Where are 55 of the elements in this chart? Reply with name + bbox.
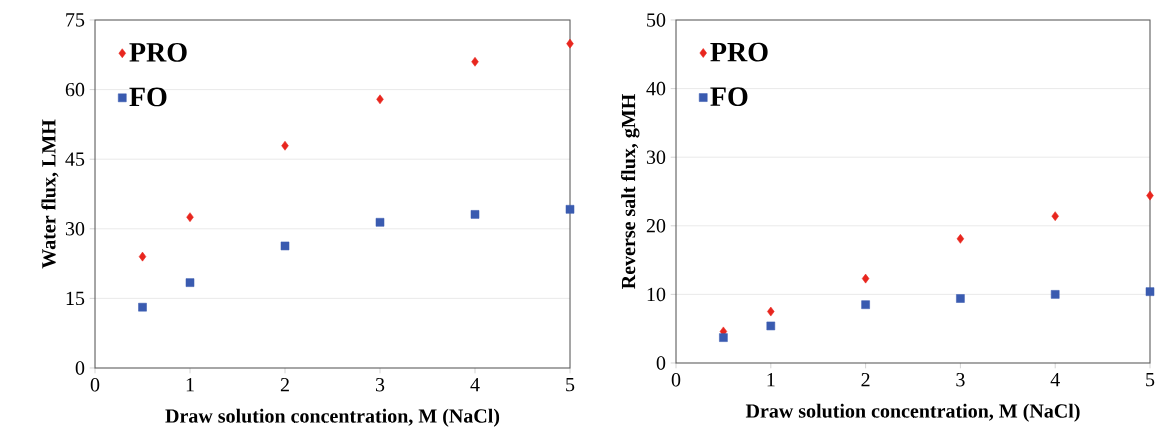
- point: [719, 333, 728, 342]
- point: [566, 38, 574, 49]
- y-tick-label: 75: [66, 13, 85, 27]
- y-tick-label: 10: [647, 287, 666, 302]
- y-tick-label: 50: [647, 13, 666, 27]
- point: [185, 278, 195, 287]
- x-tick-label: 1: [186, 378, 194, 392]
- point: [471, 56, 479, 67]
- y-axis-title: Water flux, LMH: [41, 119, 59, 269]
- x-tick-label: 4: [470, 378, 480, 392]
- point: [138, 251, 147, 262]
- y-tick-label: 0: [75, 361, 85, 375]
- x-tick-label: 4: [1050, 373, 1060, 387]
- x-tick-label: 3: [375, 378, 385, 392]
- x-tick-label: 2: [861, 373, 870, 387]
- x-axis-title: Draw solution concentration, M (NaCl): [745, 403, 1080, 422]
- legend-label: FO: [710, 87, 748, 107]
- point: [766, 321, 776, 331]
- point: [1145, 287, 1155, 296]
- point: [861, 300, 870, 309]
- y-axis-title: Reverse salt flux, gMH: [620, 94, 640, 289]
- x-tick-label: 0: [90, 378, 100, 392]
- point: [1051, 211, 1059, 221]
- point: [861, 273, 870, 284]
- point: [1050, 290, 1060, 299]
- y-tick-label: 40: [646, 81, 666, 96]
- point: [470, 210, 480, 219]
- point: [956, 294, 965, 303]
- point: [186, 212, 194, 222]
- point: [376, 94, 384, 105]
- point: [281, 140, 289, 151]
- x-tick-label: 5: [1146, 373, 1155, 387]
- legend-label: PRO: [129, 42, 187, 62]
- point: [565, 205, 575, 214]
- legend-label: FO: [129, 87, 167, 107]
- x-tick-label: 3: [956, 373, 965, 387]
- point: [767, 306, 775, 317]
- point: [1146, 190, 1154, 201]
- y-tick-label: 15: [66, 291, 85, 306]
- x-tick-label: 2: [280, 378, 289, 392]
- y-tick-label: 0: [656, 356, 666, 370]
- point: [138, 302, 147, 312]
- point: [375, 218, 385, 227]
- x-tick-label: 5: [566, 378, 575, 392]
- y-tick-label: 20: [646, 219, 666, 233]
- y-tick-label: 45: [65, 152, 85, 166]
- y-tick-label: 60: [65, 82, 85, 97]
- y-tick-label: 30: [65, 222, 85, 236]
- y-tick-label: 30: [646, 150, 666, 164]
- legend-label: PRO: [710, 42, 768, 62]
- x-tick-label: 1: [767, 373, 775, 387]
- point: [280, 241, 290, 251]
- x-tick-label: 0: [671, 373, 681, 387]
- point: [956, 234, 965, 244]
- x-axis-title: Draw solution concentration, M (NaCl): [165, 408, 500, 427]
